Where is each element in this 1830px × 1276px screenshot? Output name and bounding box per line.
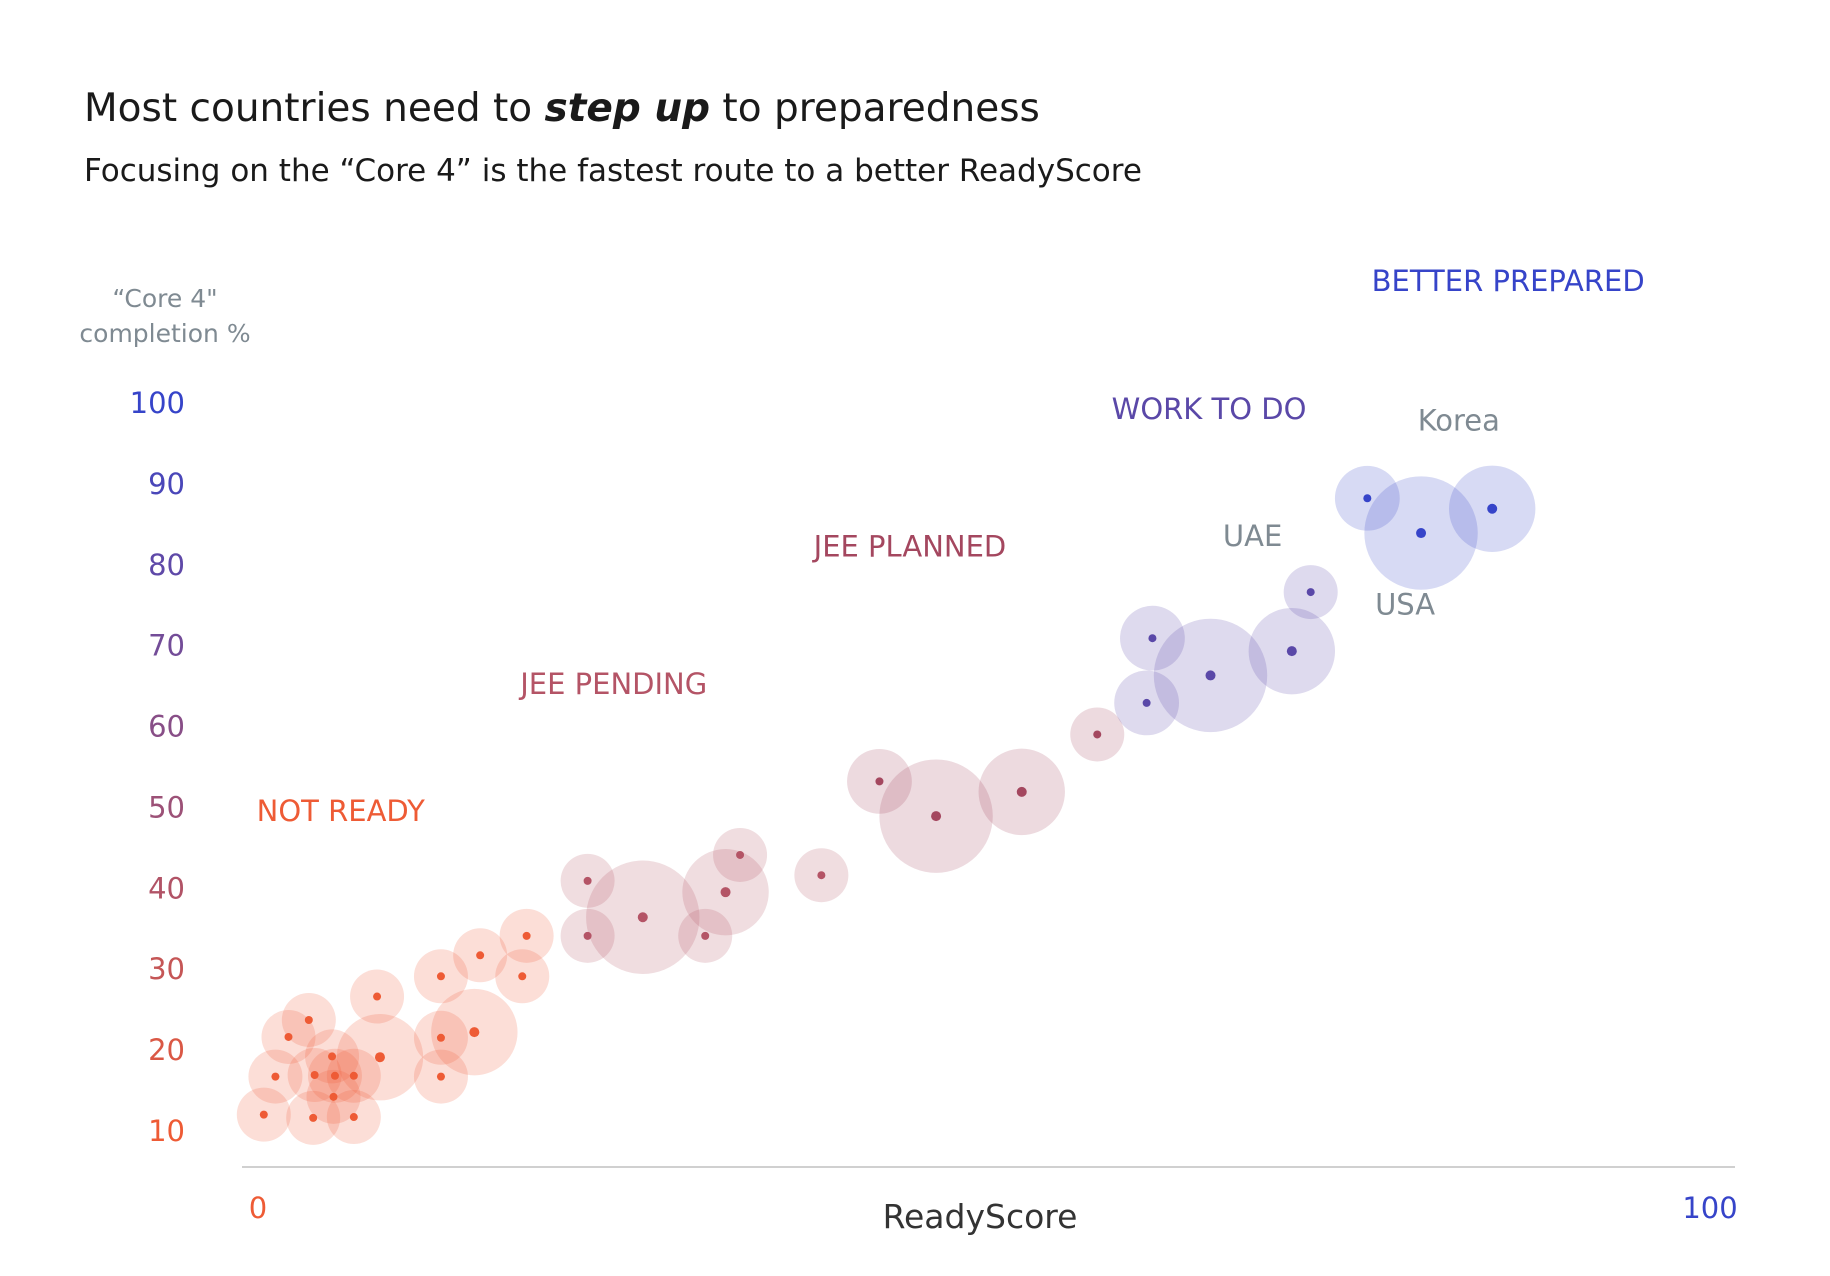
title-after: to preparedness <box>710 86 1040 131</box>
y-tick-layer: 10 20 30 40 50 60 70 80 90 100 <box>130 386 185 1148</box>
point-work-to-do-3 <box>1286 646 1297 657</box>
x-axis-label: ReadyScore <box>883 1197 1078 1236</box>
point-jee-pending-4 <box>720 887 731 898</box>
point-not-ready-7 <box>329 1092 338 1101</box>
point-not-ready-5 <box>310 1070 319 1079</box>
y-tick-label-50: 50 <box>148 790 185 824</box>
y-tick-label-60: 60 <box>148 710 185 744</box>
point-not-ready-2 <box>284 1032 293 1041</box>
point-jee-pending-5 <box>736 850 745 859</box>
point-work-to-do-4 <box>1306 588 1315 597</box>
category-label-jee-planned: JEE PLANNED <box>812 529 1007 563</box>
point-jee-pending-0 <box>583 931 592 940</box>
category-label-layer: NOT READY JEE PENDING JEE PLANNED WORK TO D… <box>257 264 1645 828</box>
point-not-ready-15 <box>436 972 445 981</box>
annotation-usa: USA <box>1375 588 1435 622</box>
point-not-ready-11 <box>374 1052 385 1063</box>
point-not-ready-0 <box>259 1110 268 1119</box>
point-not-ready-17 <box>476 951 485 960</box>
title-before: Most countries need to <box>84 86 545 131</box>
point-not-ready-12 <box>373 992 382 1001</box>
point-work-to-do-2 <box>1205 670 1216 681</box>
point-not-ready-8 <box>330 1071 339 1080</box>
point-jee-planned-1 <box>931 811 942 822</box>
y-tick-label-20: 20 <box>148 1033 185 1067</box>
x-tick-label-min: 0 <box>249 1191 267 1225</box>
category-label-work-to-do: WORK TO DO <box>1112 392 1307 426</box>
point-jee-pending-6 <box>817 871 826 880</box>
y-axis-label-line-1: “Core 4" <box>112 284 217 313</box>
point-better-prepared-1 <box>1416 528 1427 539</box>
y-tick-label-10: 10 <box>148 1114 185 1148</box>
y-tick-label-30: 30 <box>148 952 185 986</box>
point-jee-planned-0 <box>875 777 884 786</box>
category-label-jee-pending: JEE PENDING <box>518 667 707 701</box>
chart-title: Most countries need to step up to prepar… <box>84 86 1040 131</box>
point-not-ready-9 <box>349 1113 358 1122</box>
category-label-better-prepared: BETTER PREPARED <box>1372 264 1645 298</box>
point-jee-pending-2 <box>637 912 648 923</box>
point-jee-pending-3 <box>701 931 710 940</box>
annotation-korea: Korea <box>1418 403 1500 437</box>
point-not-ready-19 <box>522 931 531 940</box>
annotation-uae: UAE <box>1223 519 1282 553</box>
point-not-ready-1 <box>271 1072 280 1081</box>
point-work-to-do-1 <box>1148 634 1157 643</box>
y-axis-label-line-2: completion % <box>79 319 250 348</box>
x-tick-label-max: 100 <box>1682 1191 1737 1225</box>
category-label-not-ready: NOT READY <box>257 794 426 828</box>
y-tick-label-80: 80 <box>148 548 185 582</box>
point-jee-planned-3 <box>1093 730 1102 739</box>
point-not-ready-16 <box>469 1027 480 1038</box>
y-tick-label-40: 40 <box>148 871 185 905</box>
point-jee-planned-2 <box>1016 786 1027 797</box>
point-better-prepared-0 <box>1363 494 1372 503</box>
point-not-ready-3 <box>304 1015 313 1024</box>
point-not-ready-10 <box>349 1071 358 1080</box>
point-not-ready-14 <box>436 1033 445 1042</box>
dot-layer <box>259 494 1498 1122</box>
y-tick-label-100: 100 <box>130 386 185 420</box>
point-better-prepared-2 <box>1487 503 1498 514</box>
point-jee-pending-1 <box>583 876 592 885</box>
point-work-to-do-0 <box>1142 698 1151 707</box>
y-tick-label-90: 90 <box>148 467 185 501</box>
chart-subtitle: Focusing on the “Core 4” is the fastest … <box>84 153 1142 189</box>
annotation-layer: Korea UAE USA <box>1223 403 1500 621</box>
title-emphasis: step up <box>544 86 711 131</box>
point-not-ready-6 <box>328 1052 337 1061</box>
point-not-ready-4 <box>309 1113 318 1122</box>
point-not-ready-18 <box>518 972 527 981</box>
bubble-layer <box>236 465 1536 1145</box>
y-tick-label-70: 70 <box>148 629 185 663</box>
point-not-ready-13 <box>436 1072 445 1081</box>
